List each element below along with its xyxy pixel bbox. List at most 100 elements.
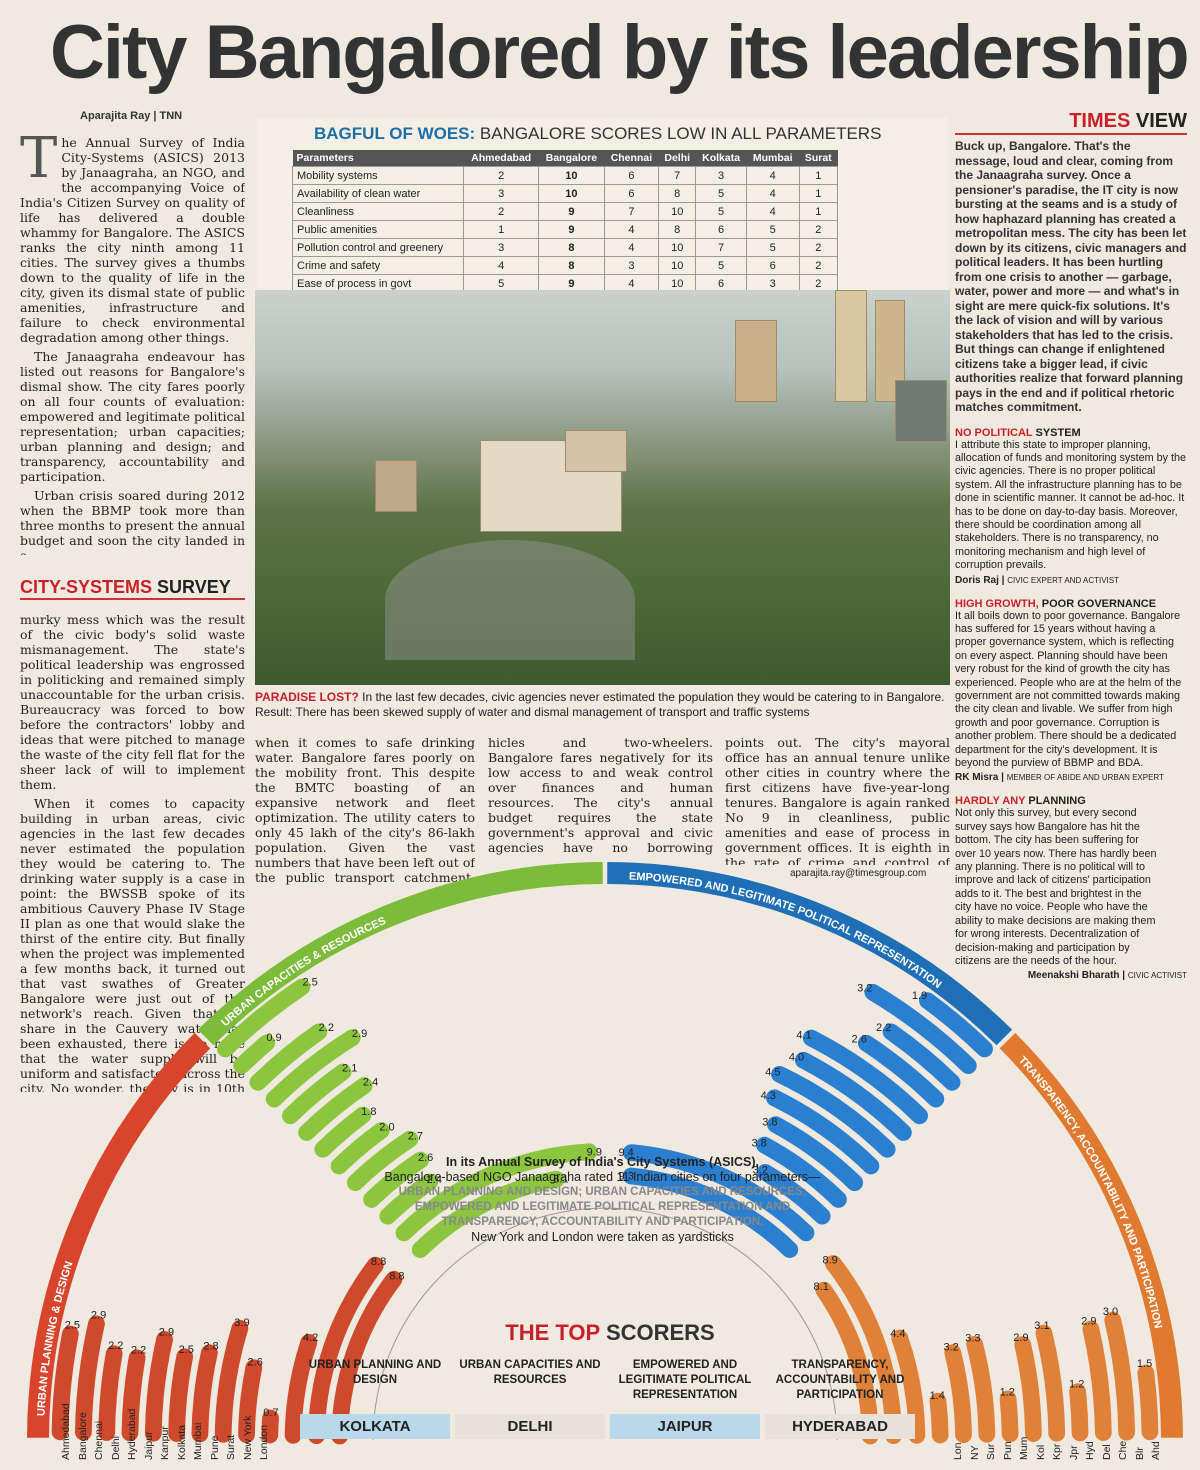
data-label: 2.4 — [427, 1174, 442, 1186]
city-label: Surat — [225, 1434, 237, 1460]
city-label: Kpr — [1051, 1443, 1063, 1460]
quote-head: HARDLY ANY PLANNING — [955, 795, 1086, 808]
chart-bar — [766, 1089, 880, 1175]
chart-bar — [217, 978, 311, 1058]
data-label: 4.3 — [761, 1090, 776, 1102]
data-label: 2.5 — [179, 1344, 194, 1356]
article-paragraph: When it comes to capacity building in ur… — [20, 796, 245, 1092]
scorer-category: TRANSPARENCY, ACCOUNTABILITY AND PARTICI… — [775, 1359, 905, 1401]
chart-bar — [74, 1315, 105, 1441]
data-label: 4.4 — [890, 1328, 905, 1340]
article-paragraph: The Janaagraha endeavour has listed out … — [20, 349, 245, 484]
city-label: Delhi — [109, 1436, 122, 1460]
data-label: 4.2 — [303, 1332, 318, 1344]
scorer-item: EMPOWERED AND LEGITIMATE POLITICAL REPRE… — [610, 1358, 760, 1439]
data-label: 3.2 — [753, 1164, 768, 1176]
quote-head: NO POLITICAL SYSTEM — [955, 426, 1081, 439]
data-label: 3.3 — [965, 1333, 980, 1345]
data-label: 2.9 — [91, 1310, 106, 1322]
city-label: Hyd — [1084, 1441, 1096, 1460]
chart-bar — [824, 1255, 902, 1445]
data-label: 1.4 — [930, 1390, 945, 1402]
data-label: 4.5 — [765, 1066, 780, 1078]
chart-bar — [395, 1143, 598, 1242]
data-label: 2.9 — [159, 1326, 174, 1338]
data-label: 3.8 — [762, 1117, 777, 1129]
chart-bar — [1014, 1336, 1042, 1442]
city-label: Mum — [1018, 1436, 1030, 1460]
chart-bar — [622, 1144, 815, 1242]
data-label: 4.0 — [789, 1052, 804, 1064]
table-cell: 10 — [538, 166, 605, 185]
data-label: 2.7 — [408, 1131, 423, 1143]
table-header-cell: Parameters — [292, 150, 464, 167]
city-label: London — [258, 1424, 270, 1460]
data-label: 2.5 — [302, 977, 317, 989]
table-header-cell: Bangalore — [538, 150, 605, 167]
quote-head: HIGH GROWTH, POOR GOVERNANCE — [955, 597, 1157, 610]
article-column-1: T he Annual Survey of India City-Systems… — [20, 135, 245, 555]
quadrant-title: EMPOWERED AND LEGITIMATE POLITICAL REPRE… — [629, 871, 944, 992]
quote-author: Meenakshi Bharath | CIVIC ACTIVIST — [1027, 970, 1187, 982]
data-label: 1.2 — [1000, 1387, 1015, 1399]
quadrant-band — [27, 1032, 211, 1438]
data-label: 8.8 — [389, 1270, 404, 1282]
scorer-category: URBAN PLANNING AND DESIGN — [308, 1359, 442, 1386]
city-label: Kanpur — [159, 1426, 171, 1460]
data-label: 9.9 — [587, 1147, 602, 1159]
chart-bar — [999, 1390, 1019, 1443]
chart-bar — [214, 1319, 249, 1443]
quote-author: Doris Raj | CIVIC EXPERT AND ACTIVIST — [955, 574, 1119, 586]
chart-bar — [298, 1077, 373, 1141]
article-paragraph: he Annual Survey of India City-Systems (… — [20, 135, 245, 345]
scorer-item: TRANSPARENCY, ACCOUNTABILITY AND PARTICI… — [765, 1358, 915, 1439]
data-label: 3.9 — [234, 1317, 249, 1329]
scorer-winner: JAIPUR — [610, 1414, 760, 1439]
chart-bar — [919, 992, 993, 1058]
city-label: Lon — [952, 1442, 964, 1460]
table-title: BAGFUL OF WOES: BANGALORE SCORES LOW IN … — [314, 124, 882, 143]
table-cell: Pollution control and greenery — [291, 238, 465, 257]
city-label: Kol — [1034, 1444, 1047, 1460]
data-label: 3.8 — [752, 1137, 767, 1149]
photo-caption: PARADISE LOST? In the last few decades, … — [255, 690, 945, 719]
chart-bar — [756, 1163, 831, 1225]
city-label: Mumbai — [192, 1422, 204, 1460]
article-column-1b: murky mess which was the result of the c… — [20, 612, 245, 1092]
chart-bar — [261, 1409, 279, 1444]
data-label: 2.2 — [108, 1340, 123, 1352]
dropcap: T — [20, 135, 58, 191]
city-label: Sur — [985, 1443, 997, 1460]
chart-bar — [281, 1063, 352, 1125]
chart-bar — [330, 1122, 390, 1175]
chart-bar — [121, 1349, 146, 1442]
quote-author: RK Misra | MEMBER OF ABIDE AND URBAN EXP… — [955, 772, 1164, 784]
data-label: 1.2 — [1069, 1378, 1084, 1390]
city-label: Che — [1117, 1440, 1129, 1460]
table-header-cell: Mumbai — [746, 150, 799, 167]
sidebar: TIMES VIEW Buck up, Bangalore. That's th… — [955, 110, 1187, 981]
author-email[interactable]: aparajita.ray@timesgroup.com — [790, 868, 927, 879]
article-column-3: hicles and two-wheelers. Bangalore fares… — [488, 735, 713, 855]
city-label: New York — [241, 1415, 254, 1460]
chart-bar — [929, 1392, 949, 1444]
data-label: 3.1 — [1034, 1320, 1049, 1332]
quote-text: It all boils down to poor governance. Ba… — [955, 609, 1182, 770]
city-label: Blr — [1133, 1447, 1146, 1460]
chart-bar — [802, 1029, 929, 1125]
scorer-winner: KOLKATA — [300, 1414, 450, 1439]
chart-bar — [891, 1329, 926, 1444]
table-row: Crime and safety 4 8 3 10 5 6 2 — [291, 256, 838, 275]
table-header-cell: Delhi — [658, 150, 696, 167]
inner-arc — [372, 1207, 838, 1441]
data-label: 8.1 — [553, 1173, 568, 1185]
chart-bar — [756, 1136, 847, 1208]
data-label: 9.4 — [618, 1147, 633, 1159]
chart-bar — [411, 1170, 565, 1259]
data-label: 2.2 — [876, 1022, 891, 1034]
data-label: 2.9 — [352, 1028, 367, 1040]
data-label: 0.7 — [263, 1407, 278, 1419]
city-label: Kolkata — [175, 1424, 188, 1460]
